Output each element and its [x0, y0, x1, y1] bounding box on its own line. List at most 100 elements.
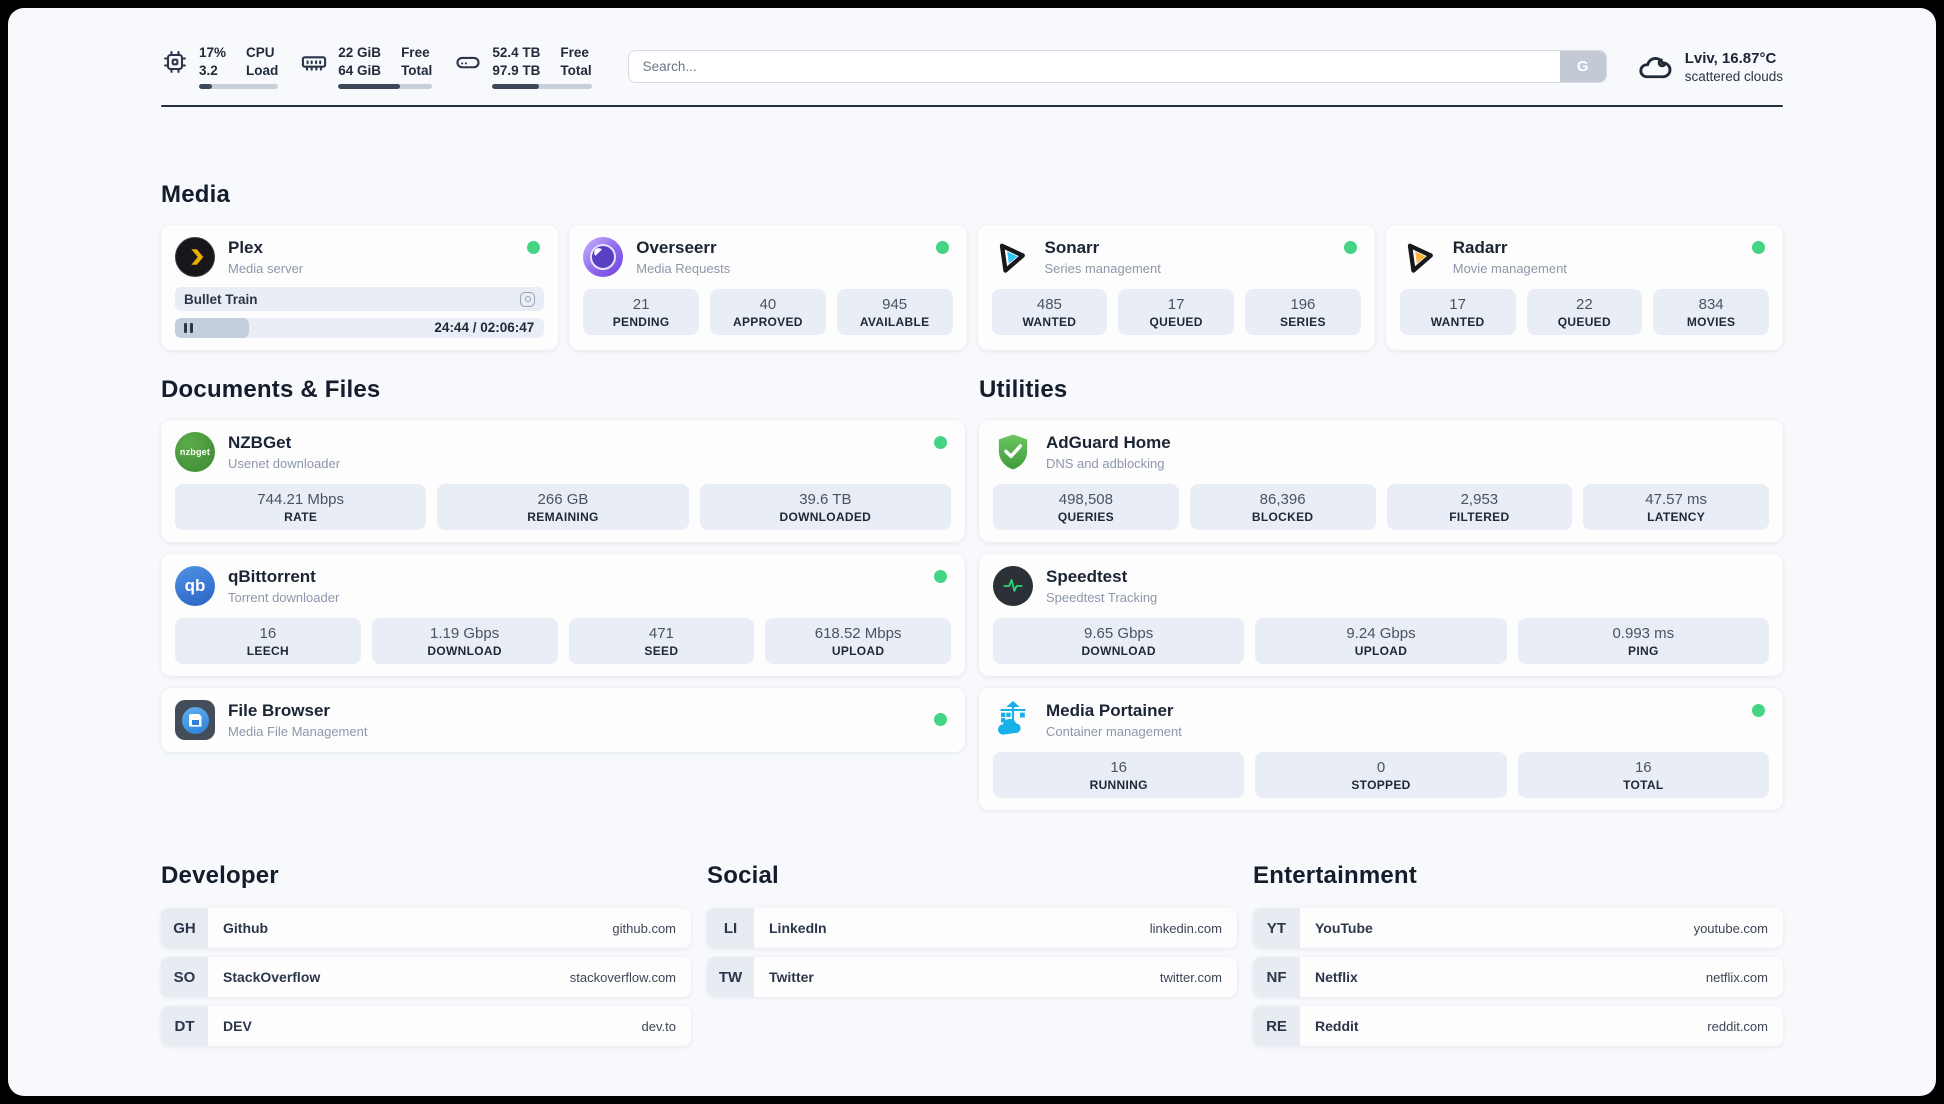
- stat-tile: 22 QUEUED: [1526, 289, 1643, 336]
- stat-value: 86,396: [1259, 491, 1306, 509]
- service-card-sonarr[interactable]: Sonarr Series management 485 WANTED 17 Q…: [977, 225, 1375, 351]
- memory-progress-fill: [338, 84, 401, 90]
- status-online-dot: [934, 570, 947, 584]
- status-online-dot: [935, 241, 949, 255]
- bookmark-reddit[interactable]: RE Reddit reddit.com: [1253, 1006, 1783, 1047]
- bookmark-dev[interactable]: DT DEV dev.to: [161, 1006, 691, 1047]
- service-title: Plex: [228, 238, 263, 258]
- sonarr-icon: [992, 237, 1032, 277]
- status-online-dot: [1752, 704, 1765, 718]
- search-input[interactable]: [628, 51, 1560, 83]
- service-card-overseerr[interactable]: Overseerr Media Requests 21 PENDING 40 A…: [569, 225, 967, 351]
- bookmark-name: StackOverflow: [223, 969, 321, 986]
- plex-icon: [175, 237, 215, 278]
- memory-widget: 22 GiB 64 GiB Free Total: [300, 44, 433, 90]
- search-bar: G: [627, 50, 1607, 84]
- stat-value: 40: [759, 296, 777, 314]
- service-subtitle: DNS and adblocking: [1046, 455, 1165, 471]
- stat-value: 39.6 TB: [799, 491, 852, 509]
- adguard-icon: [993, 432, 1033, 472]
- bookmark-netflix[interactable]: NF Netflix netflix.com: [1253, 957, 1783, 998]
- pause-icon[interactable]: [184, 323, 193, 334]
- bookmark-abbr: NF: [1253, 957, 1300, 998]
- playback-time: 24:44 / 02:06:47: [434, 320, 535, 336]
- service-card-portainer[interactable]: Media Portainer Container management 16 …: [979, 688, 1783, 811]
- stat-value: 17: [1167, 296, 1185, 314]
- stat-tile: 9.24 Gbps UPLOAD: [1255, 618, 1507, 665]
- bookmark-url: reddit.com: [1707, 1018, 1768, 1034]
- service-card-filebrowser[interactable]: File Browser Media File Management: [161, 688, 965, 753]
- stat-value: 17: [1449, 296, 1466, 314]
- stat-value: 16: [1110, 759, 1127, 777]
- section-title-media: Media: [161, 181, 231, 209]
- status-online-dot: [934, 713, 947, 727]
- playback-progress-bar: 24:44 / 02:06:47: [175, 318, 545, 339]
- stat-tile: 16 TOTAL: [1517, 752, 1769, 799]
- filebrowser-icon: [175, 700, 215, 741]
- bookmark-name: Netflix: [1315, 969, 1358, 986]
- stat-value: 1.19 Gbps: [430, 625, 500, 643]
- stat-value: 196: [1290, 296, 1316, 314]
- service-title: Overseerr: [636, 238, 717, 258]
- service-card-radarr[interactable]: Radarr Movie management 17 WANTED 22 QUE…: [1385, 225, 1783, 351]
- service-card-plex[interactable]: Plex Media server Bullet Train 24:44 / 0…: [161, 225, 559, 351]
- now-playing-row: Bullet Train: [175, 287, 545, 312]
- bookmark-linkedin[interactable]: LI LinkedIn linkedin.com: [707, 908, 1237, 949]
- playback-progress-fill: [175, 318, 249, 339]
- disk-total-label: Total: [560, 62, 592, 78]
- bookmark-url: stackoverflow.com: [569, 969, 676, 985]
- service-title: NZBGet: [228, 433, 292, 453]
- bookmark-twitter[interactable]: TW Twitter twitter.com: [707, 957, 1237, 998]
- stat-label: QUERIES: [1057, 510, 1114, 525]
- stat-label: APPROVED: [733, 315, 803, 330]
- stat-tile: 618.52 Mbps UPLOAD: [765, 618, 951, 665]
- stat-tile: 9.65 Gbps DOWNLOAD: [993, 618, 1245, 665]
- overseerr-icon: [583, 237, 624, 278]
- stat-value: 834: [1698, 296, 1724, 314]
- stat-label: STOPPED: [1351, 778, 1411, 793]
- stat-label: AVAILABLE: [859, 315, 930, 330]
- status-online-dot: [1343, 241, 1357, 255]
- stat-label: UPLOAD: [831, 644, 885, 659]
- stat-label: LEECH: [246, 644, 289, 659]
- stat-tile: 17 WANTED: [1399, 289, 1516, 336]
- stat-label: DOWNLOADED: [779, 510, 872, 525]
- stat-value: 266 GB: [537, 491, 589, 509]
- cpu-usage-label: CPU: [246, 45, 275, 60]
- bookmark-name: DEV: [223, 1018, 252, 1035]
- service-title: Speedtest: [1046, 567, 1128, 587]
- stat-value: 16: [1634, 759, 1652, 777]
- stat-tile: 47.57 ms LATENCY: [1583, 484, 1769, 531]
- stat-tile: 0.993 ms PING: [1517, 618, 1769, 665]
- disk-progress-fill: [492, 84, 539, 90]
- stat-value: 618.52 Mbps: [814, 625, 902, 643]
- service-card-adguard[interactable]: AdGuard Home DNS and adblocking 498,508 …: [979, 420, 1783, 543]
- stat-value: 744.21 Mbps: [257, 491, 345, 509]
- status-online-dot: [527, 241, 541, 255]
- bookmark-github[interactable]: GH Github github.com: [161, 908, 691, 949]
- bookmark-url: netflix.com: [1705, 969, 1768, 985]
- memory-total-value: 64 GiB: [338, 62, 382, 78]
- bookmark-youtube[interactable]: YT YouTube youtube.com: [1253, 908, 1783, 949]
- service-card-qbittorrent[interactable]: qb qBittorrent Torrent downloader 16: [161, 554, 965, 677]
- session-icon[interactable]: [520, 291, 536, 307]
- service-card-nzbget[interactable]: nzbget NZBGet Usenet downloader 744.21 M…: [161, 420, 965, 543]
- cloud-icon: [1639, 56, 1672, 78]
- weather-widget: Lviv, 16.87°C scattered clouds: [1637, 49, 1783, 85]
- stat-value: 2,953: [1460, 491, 1499, 509]
- stat-label: RUNNING: [1089, 778, 1148, 793]
- disk-icon: [456, 56, 480, 68]
- memory-total-label: Total: [401, 62, 433, 78]
- bookmark-url: github.com: [612, 920, 676, 936]
- stat-tile: 86,396 BLOCKED: [1189, 484, 1376, 531]
- stat-tile: 17 QUEUED: [1118, 289, 1234, 336]
- bookmark-abbr: SO: [161, 957, 208, 998]
- stat-tile: 40 APPROVED: [710, 289, 826, 336]
- stat-label: BLOCKED: [1251, 510, 1314, 525]
- stat-label: UPLOAD: [1354, 644, 1408, 659]
- bookmark-name: Reddit: [1315, 1018, 1359, 1035]
- bookmark-stackoverflow[interactable]: SO StackOverflow stackoverflow.com: [161, 957, 691, 998]
- bookmark-name: Github: [223, 920, 269, 937]
- service-card-speedtest[interactable]: Speedtest Speedtest Tracking 9.65 Gbps D…: [979, 554, 1783, 677]
- search-engine-button[interactable]: G: [1559, 51, 1606, 83]
